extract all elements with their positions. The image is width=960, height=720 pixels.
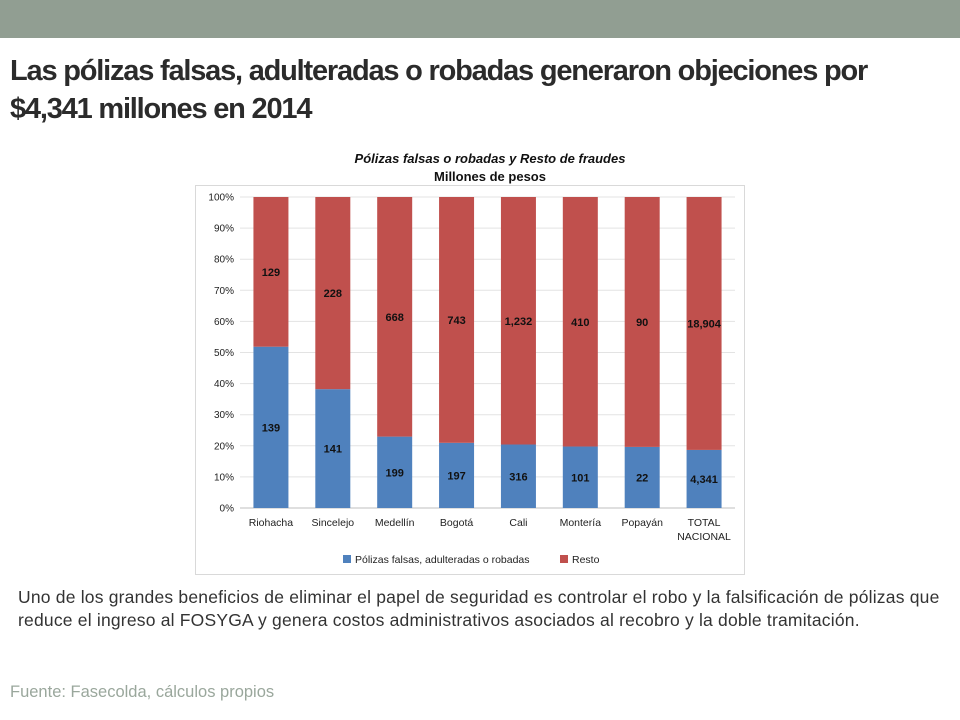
data-label-polizas: 139 xyxy=(262,422,280,434)
y-tick-label: 50% xyxy=(214,348,234,359)
slide-title: Las pólizas falsas, adulteradas o robada… xyxy=(10,55,868,125)
chart-subtitle: Millones de pesos xyxy=(434,169,546,184)
data-label-polizas: 316 xyxy=(509,471,527,483)
category-label: Medellín xyxy=(375,517,415,529)
bar-segment-resto xyxy=(562,197,598,447)
y-tick-label: 90% xyxy=(214,224,234,235)
category-label: TOTAL xyxy=(688,517,721,529)
bar-segment-polizas xyxy=(624,446,660,508)
data-label-resto: 1,232 xyxy=(505,316,533,328)
y-tick-label: 20% xyxy=(214,441,234,452)
bar-segment-resto xyxy=(686,197,722,450)
x-axis-category-labels: Riohacha Sincelejo Medellín Bogotá Cali Monte… xyxy=(249,517,731,543)
category-label: Sincelejo xyxy=(312,517,355,529)
bar-segment-polizas xyxy=(686,449,722,508)
y-tick-label: 0% xyxy=(220,504,235,515)
category-label: Cali xyxy=(509,517,527,529)
bar-segment-polizas xyxy=(253,346,289,508)
data-label-polizas: 197 xyxy=(447,470,465,482)
bar-segment-resto xyxy=(439,197,475,443)
data-label-resto: 129 xyxy=(262,267,280,279)
legend-swatch-polizas xyxy=(343,555,351,563)
y-tick-label: 10% xyxy=(214,472,234,483)
legend: Pólizas falsas, adulteradas o robadas Res… xyxy=(343,554,600,566)
data-label-resto: 18,904 xyxy=(687,318,722,330)
data-label-resto: 90 xyxy=(636,317,648,329)
category-label: Montería xyxy=(560,517,602,529)
y-tick-label: 80% xyxy=(214,255,234,266)
data-label-resto: 743 xyxy=(447,315,465,327)
legend-swatch-resto xyxy=(560,555,568,563)
bar-segment-polizas xyxy=(315,389,351,508)
category-label: Bogotá xyxy=(440,517,473,529)
y-tick-label: 70% xyxy=(214,286,234,297)
stacked-bar-chart: 0% 10% 20% 30% 40% 50% 60% 70% 80% 90% 100% 139 129… xyxy=(208,193,735,566)
body-paragraph: Uno de los grandes beneficios de elimina… xyxy=(18,587,940,630)
y-tick-label: 30% xyxy=(214,410,234,421)
bar-segment-polizas xyxy=(377,436,413,508)
data-label-resto: 668 xyxy=(386,312,404,324)
legend-label-resto: Resto xyxy=(572,554,600,566)
y-tick-label: 60% xyxy=(214,317,234,328)
bars: 139 129 141 228 199 668 197 743 316 1,232 101 410 22… xyxy=(253,197,722,508)
category-label: NACIONAL xyxy=(677,531,731,543)
data-label-polizas: 141 xyxy=(324,444,342,456)
data-label-polizas: 101 xyxy=(571,472,589,484)
data-label-polizas: 4,341 xyxy=(690,474,718,486)
chart-title: Pólizas falsas o robadas y Resto de frau… xyxy=(354,151,626,166)
bar-segment-resto xyxy=(315,197,351,390)
bar-segment-resto xyxy=(624,197,660,447)
category-label: Riohacha xyxy=(249,517,294,529)
legend-label-polizas: Pólizas falsas, adulteradas o robadas xyxy=(355,554,530,566)
header-bar xyxy=(0,0,960,38)
y-tick-label: 100% xyxy=(208,193,234,204)
bar-segment-resto xyxy=(377,197,413,437)
data-label-polizas: 22 xyxy=(636,472,648,484)
chart-frame xyxy=(195,185,745,575)
data-label-resto: 228 xyxy=(324,288,342,300)
y-axis-tick-labels: 0% 10% 20% 30% 40% 50% 60% 70% 80% 90% 100% xyxy=(208,193,234,515)
source-note: Fuente: Fasecolda, cálculos propios xyxy=(10,683,275,701)
data-label-polizas: 199 xyxy=(386,467,404,479)
bar-segment-resto xyxy=(500,197,536,445)
bar-segment-polizas xyxy=(439,442,475,508)
category-label: Popayán xyxy=(621,517,663,529)
bar-segment-polizas xyxy=(500,444,536,508)
bar-segment-resto xyxy=(253,197,289,347)
data-label-resto: 410 xyxy=(571,317,589,329)
grid-lines xyxy=(240,196,735,509)
bar-segment-polizas xyxy=(562,446,598,508)
y-tick-label: 40% xyxy=(214,379,234,390)
